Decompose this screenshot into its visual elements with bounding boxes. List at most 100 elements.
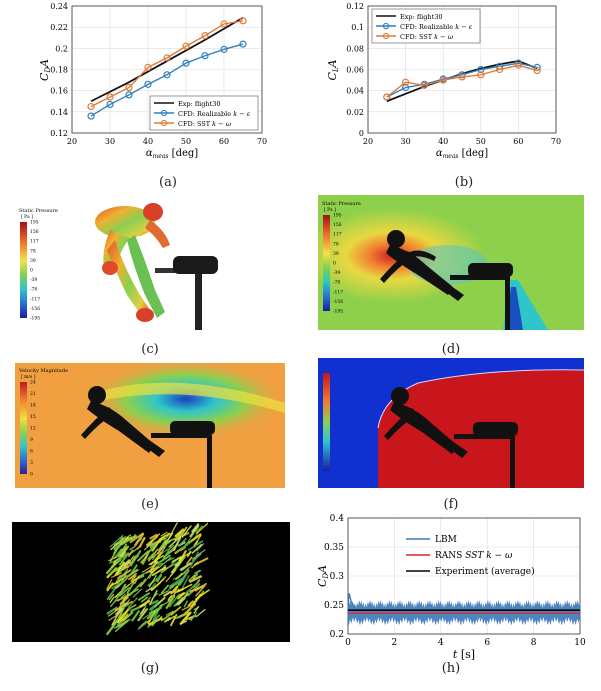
vortex-filament (148, 575, 157, 588)
vortex-filament (127, 555, 135, 565)
x-tick-label: 50 (181, 137, 191, 146)
vortex-filament (196, 543, 205, 552)
vortex-filament (134, 532, 145, 547)
vortex-filament (121, 604, 130, 609)
vortex-filament (145, 587, 153, 593)
x-tick-label: 8 (531, 638, 537, 648)
y-tick-label: 0.24 (50, 2, 68, 11)
vortex-filament (138, 621, 148, 628)
data-point (144, 80, 152, 88)
vortex-filament (106, 606, 118, 615)
vortex-filament (111, 579, 126, 590)
y-tick-label: 0.12 (346, 2, 364, 11)
vortex-filament (130, 564, 138, 574)
vortex-filament (139, 599, 151, 608)
vortex-filament (189, 551, 199, 568)
vortex-filament (191, 543, 203, 554)
vortex-filament (195, 526, 204, 533)
data-point (239, 17, 247, 25)
legend-entry: RANS SST k − ω (435, 551, 513, 561)
colorbar-f (323, 373, 330, 471)
series-line (90, 20, 244, 108)
vortex-filament (147, 552, 155, 560)
vortex-filament (109, 534, 124, 548)
vortex-filament (189, 575, 202, 583)
vortex-filament (140, 555, 148, 564)
vortex-filament (106, 622, 116, 636)
vortex-filament (147, 575, 163, 587)
y-tick-label: 0.35 (324, 543, 344, 553)
vortex-filament (165, 594, 176, 609)
legend-marker (160, 119, 168, 127)
x-tick-label: 70 (551, 137, 561, 146)
vortex-filament (174, 528, 185, 538)
y-tick-label: 0.4 (330, 514, 345, 524)
vortex-filament (173, 597, 184, 607)
legend-entry: Exp: flight30 (400, 13, 442, 21)
caption-g: (g) (140, 661, 160, 676)
data-point (106, 100, 114, 109)
data-point (106, 93, 114, 101)
vortex-filament (191, 561, 199, 569)
balance-c (173, 256, 218, 274)
data-point (401, 83, 410, 92)
y-axis-label: CDA (316, 565, 330, 587)
vortex-filament (109, 547, 119, 563)
vortex-filament (149, 560, 159, 573)
contour-e: Velocity Magnitude [ m/s ] 24 21 18 15 12 9 6 3… (15, 363, 285, 488)
data-point (125, 83, 133, 92)
y-axis-label: CDA (38, 59, 52, 81)
legend-marker (382, 32, 390, 40)
colorbar-tick-label: -78 (30, 287, 37, 293)
vortex-filament (116, 578, 128, 589)
vortex-filament (185, 582, 198, 594)
vortex-filament (120, 613, 129, 623)
arm-d (450, 275, 510, 280)
vortex-filament (187, 600, 194, 607)
vortex-filament (117, 543, 128, 558)
y-tick-label: 0.22 (50, 23, 68, 32)
vortex-filament (156, 554, 171, 565)
colorbar-tick-label: 78 (333, 241, 339, 247)
vortex-filament (179, 611, 192, 625)
data-point (514, 61, 522, 69)
legend-entry: LBM (435, 535, 457, 545)
vortex-filament (158, 590, 169, 596)
y-tick-label: 0.2 (330, 630, 344, 640)
vortex-filament (160, 610, 177, 622)
vortex-filament (117, 559, 131, 571)
vortex-filament (151, 538, 162, 552)
contour-d: Static Pressure [ Pa ] 195 156 117 78 39 0 -39… (318, 195, 584, 330)
vortex-filament (171, 556, 182, 563)
balance-f (473, 422, 518, 436)
data-point (420, 81, 429, 89)
vortex-filament (113, 613, 124, 625)
vortex-filament (191, 549, 206, 560)
vortex-filament (188, 574, 196, 582)
vortex-filament (129, 550, 142, 567)
vortex-filament (131, 610, 140, 622)
x-axis-label: t [s] (453, 648, 475, 661)
vortex-filament (177, 583, 193, 593)
series-line (386, 64, 538, 98)
vortex-filament (116, 551, 121, 558)
vortex-filament (151, 618, 158, 627)
legend-b: Exp: flight30 CFD: Realizable k − ε CFD: S… (371, 8, 481, 44)
vortex-filament (186, 556, 193, 565)
vortex-filament (187, 540, 204, 551)
series-line (386, 60, 538, 103)
x-axis-label: αmeas [deg] (146, 148, 198, 160)
colorbar-e (20, 382, 27, 474)
colorbar-tick-label: -117 (30, 296, 40, 302)
vortex-filament (167, 595, 173, 601)
colorbar-tick-label: -117 (333, 289, 343, 295)
vortex-filament (167, 561, 179, 569)
vortex-filament (145, 533, 161, 546)
vortex-filament (177, 592, 186, 600)
colorbar-tick-label: 3 (30, 460, 33, 466)
vortex-filament (151, 603, 164, 618)
colorbar-tick-label: 156 (333, 222, 342, 228)
vortex-filament (150, 566, 160, 574)
series-line (90, 43, 244, 117)
vortex-filament (155, 562, 163, 568)
